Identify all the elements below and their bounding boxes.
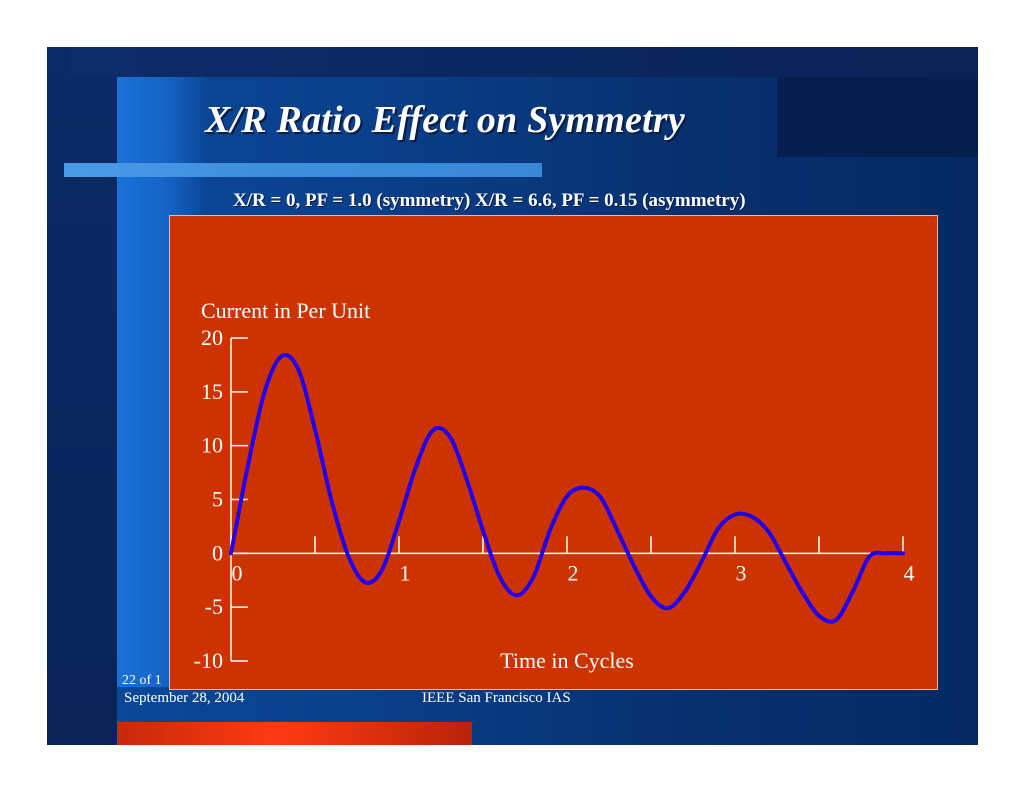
left-dark-band	[47, 47, 117, 745]
x-axis-label: Time in Cycles	[500, 648, 634, 673]
y-axis-label: Current in Per Unit	[201, 298, 370, 323]
light-blue-bar	[64, 163, 542, 177]
dark-top-right-block	[777, 77, 978, 157]
y-tick-label-3: 5	[212, 487, 223, 512]
y-tick-label-1: 15	[201, 379, 223, 404]
footer-organization: IEEE San Francisco IAS	[422, 690, 571, 706]
slide-number: 22 of 1	[122, 673, 162, 688]
x-tick-label-0: 0	[232, 560, 243, 585]
y-tick-label-0: 20	[201, 325, 223, 350]
slide-title: X/R Ratio Effect on Symmetry	[205, 99, 685, 141]
footer-date: September 28, 2004	[124, 690, 245, 706]
y-tick-label-6: -10	[194, 648, 223, 673]
y-tick-label-2: 10	[201, 433, 223, 458]
chart-panel: Current in Per Unit 20 15 10 5 0 -5 -10 0 1 2 3 4 Tim…	[169, 215, 938, 690]
y-tick-label-4: 0	[212, 540, 223, 565]
top-dark-band	[70, 47, 978, 77]
red-accent-bar	[117, 722, 472, 745]
x-tick-label-3: 3	[736, 560, 747, 585]
x-tick-label-4: 4	[904, 560, 915, 585]
y-tick-label-5: -5	[205, 594, 223, 619]
x-tick-label-1: 1	[400, 560, 411, 585]
x-tick-label-2: 2	[568, 560, 579, 585]
slide-subtitle: X/R = 0, PF = 1.0 (symmetry) X/R = 6.6, …	[233, 190, 746, 211]
series-line-0	[229, 353, 905, 624]
